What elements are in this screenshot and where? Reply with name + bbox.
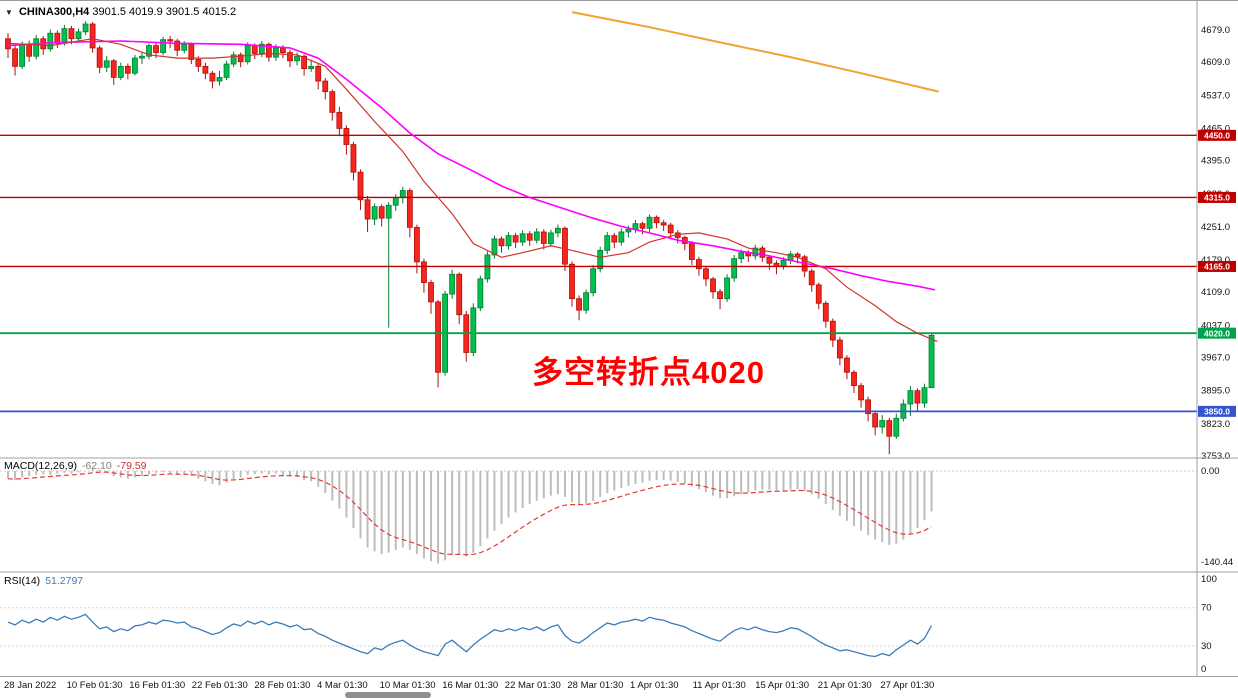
- svg-text:4251.0: 4251.0: [1201, 222, 1230, 233]
- svg-text:4037.0: 4037.0: [1201, 320, 1230, 331]
- h-scrollbar-thumb[interactable]: [345, 692, 431, 698]
- svg-text:4020.0: 4020.0: [1204, 328, 1230, 338]
- svg-text:4609.0: 4609.0: [1201, 57, 1230, 68]
- svg-text:100: 100: [1201, 574, 1217, 585]
- quote-ohlc: 3901.5 4019.9 3901.5 4015.2: [92, 6, 237, 18]
- symbol-timeframe: CHINA300,H4: [18, 6, 90, 18]
- chart-annotation-text[interactable]: 多空转折点4020: [532, 355, 765, 390]
- svg-text:4109.0: 4109.0: [1201, 287, 1230, 298]
- symbol-ohlc-label[interactable]: ▼ CHINA300,H4 3901.5 4019.9 3901.5 4015.…: [5, 6, 236, 18]
- svg-text:30: 30: [1201, 641, 1212, 652]
- ma-fast-line: [7, 38, 938, 342]
- rsi-line: [7, 613, 933, 658]
- svg-text:21 Apr 01:30: 21 Apr 01:30: [818, 680, 872, 691]
- price-tag: [1198, 129, 1236, 141]
- svg-text:4 Mar 01:30: 4 Mar 01:30: [317, 680, 368, 691]
- trendline-orange: [571, 11, 939, 93]
- svg-text:3895.0: 3895.0: [1201, 386, 1230, 397]
- svg-text:10 Mar 01:30: 10 Mar 01:30: [380, 680, 436, 691]
- svg-text:28 Jan 2022: 28 Jan 2022: [4, 680, 56, 691]
- svg-text:4450.0: 4450.0: [1204, 131, 1230, 141]
- macd-indicator-label: MACD(12,26,9) -62.10 -79.59: [4, 460, 147, 472]
- svg-text:16 Mar 01:30: 16 Mar 01:30: [442, 680, 498, 691]
- macd-name: MACD(12,26,9): [4, 460, 77, 472]
- rsi-axis-labels: 100 70 30 0: [1201, 574, 1217, 675]
- svg-text:10 Feb 01:30: 10 Feb 01:30: [67, 680, 123, 691]
- horizontal-scrollbar: [0, 691, 1238, 698]
- ma-slow-line: [7, 40, 936, 291]
- macd-axis-labels: 0.00 -140.44: [1201, 466, 1233, 568]
- macd-signal-line: [7, 471, 932, 556]
- horizontal-level-lines: [0, 134, 1197, 413]
- svg-text:1 Apr 01:30: 1 Apr 01:30: [630, 680, 679, 691]
- macd-main-value: -62.10: [81, 460, 112, 472]
- price-axis-labels: 4679.04609.04537.04465.04395.04323.04251…: [1201, 25, 1230, 462]
- svg-text:15 Apr 01:30: 15 Apr 01:30: [755, 680, 809, 691]
- svg-text:4679.0: 4679.0: [1201, 25, 1230, 36]
- svg-text:0: 0: [1201, 664, 1206, 675]
- macd-histogram: [7, 469, 933, 564]
- svg-text:3753.0: 3753.0: [1201, 451, 1230, 462]
- svg-text:70: 70: [1201, 603, 1212, 614]
- svg-text:3967.0: 3967.0: [1201, 353, 1230, 364]
- svg-text:27 Apr 01:30: 27 Apr 01:30: [880, 680, 934, 691]
- svg-text:-140.44: -140.44: [1201, 557, 1233, 568]
- svg-text:4315.0: 4315.0: [1204, 193, 1230, 203]
- level-price-tags: 4450.0 4315.0 4165.0 4020.0 3850.0: [1198, 129, 1236, 417]
- svg-text:4465.0: 4465.0: [1201, 123, 1230, 134]
- rsi-value: 51.2797: [45, 575, 84, 587]
- svg-text:28 Mar 01:30: 28 Mar 01:30: [567, 680, 623, 691]
- price-tag: [1198, 191, 1236, 203]
- svg-text:4179.0: 4179.0: [1201, 255, 1230, 266]
- svg-text:4537.0: 4537.0: [1201, 90, 1230, 101]
- price-tag: [1198, 327, 1236, 339]
- svg-text:4165.0: 4165.0: [1204, 262, 1230, 272]
- svg-text:22 Feb 01:30: 22 Feb 01:30: [192, 680, 248, 691]
- collapse-arrow-icon[interactable]: ▼: [5, 8, 13, 17]
- svg-text:28 Feb 01:30: 28 Feb 01:30: [254, 680, 310, 691]
- rsi-name: RSI(14): [4, 575, 41, 587]
- svg-text:22 Mar 01:30: 22 Mar 01:30: [505, 680, 561, 691]
- candles-layer: [5, 21, 935, 455]
- time-axis-labels: 28 Jan 2022 10 Feb 01:30 16 Feb 01:30 22 Fe…: [4, 680, 934, 691]
- svg-text:0.00: 0.00: [1201, 466, 1220, 477]
- price-tag: [1198, 260, 1236, 272]
- svg-text:11 Apr 01:30: 11 Apr 01:30: [693, 680, 746, 691]
- rsi-indicator-label: RSI(14) 51.2797: [4, 575, 83, 587]
- svg-text:3823.0: 3823.0: [1201, 419, 1230, 430]
- svg-text:3850.0: 3850.0: [1204, 407, 1230, 417]
- svg-text:4395.0: 4395.0: [1201, 156, 1230, 167]
- price-tag: [1198, 405, 1236, 417]
- svg-text:16 Feb 01:30: 16 Feb 01:30: [129, 680, 185, 691]
- macd-signal-value: -79.59: [116, 460, 147, 472]
